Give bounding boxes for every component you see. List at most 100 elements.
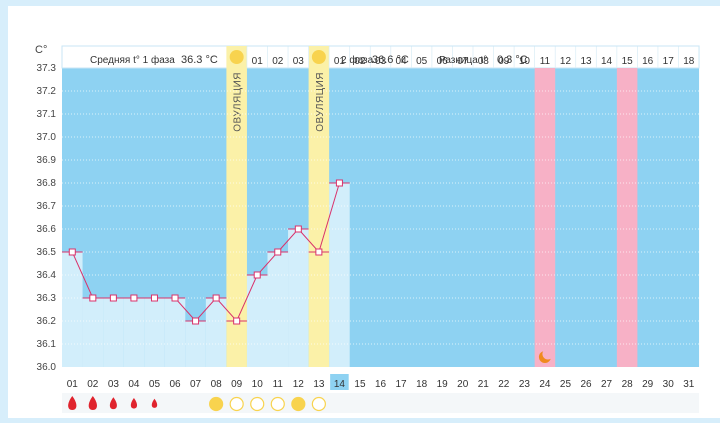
x-tick-label: 08 <box>211 379 223 390</box>
phase1-summary: Средняя t° 1 фаза 36.3 °C <box>90 54 218 66</box>
sun-icon <box>229 50 244 64</box>
y-tick-label: 37.0 <box>37 132 57 143</box>
x-tick-label: 01 <box>67 379 79 390</box>
temp-bar-04 <box>123 298 145 367</box>
phase-day-counter: 14 <box>601 56 613 67</box>
x-tick-label: 22 <box>498 379 510 390</box>
empty-circle-icon <box>311 396 326 412</box>
x-tick-label: 14 <box>334 379 346 390</box>
phase1-label: Средняя t° 1 фаза <box>90 54 175 66</box>
blood-drop-icon <box>151 398 158 408</box>
phase-day-counter: 04 <box>396 56 408 67</box>
phase-day-counter: 13 <box>580 56 592 67</box>
x-tick-label: 20 <box>457 379 469 390</box>
temp-point-07 <box>192 317 200 325</box>
phase-day-counter: 15 <box>622 56 634 67</box>
phase-day-counter: 02 <box>354 56 366 67</box>
blood-drop-icon <box>68 396 77 410</box>
y-unit-label: C° <box>35 44 47 56</box>
phase-day-counter: 11 <box>540 56 551 67</box>
temp-bar-11 <box>267 252 289 367</box>
temp-point-10 <box>253 271 261 279</box>
temp-point-05 <box>150 294 158 302</box>
phase-day-counter: 08 <box>478 56 490 67</box>
phase2-value: 36.6 °C <box>372 54 409 66</box>
x-tick-label: 24 <box>539 379 551 390</box>
temp-point-03 <box>109 294 117 302</box>
x-tick-label: 13 <box>313 379 325 390</box>
ovulation-label: ОВУЛЯЦИЯ <box>233 72 244 132</box>
empty-circle-icon <box>270 396 285 412</box>
plot-area: ОВУЛЯЦИЯ ОВУЛЯЦИЯ 01 02 03 01 02 03 04 05 06 07 08 09… <box>37 45 700 373</box>
phase-day-counter: 17 <box>663 56 675 67</box>
x-tick-label: 16 <box>375 379 387 390</box>
x-tick-label: 26 <box>580 379 592 390</box>
phase-day-counter: 16 <box>642 56 654 67</box>
x-tick-label: 23 <box>519 379 531 390</box>
phase-day-counter: 01 <box>252 56 264 67</box>
phase-day-counter: 01 <box>334 56 346 67</box>
header-strip <box>61 45 700 69</box>
empty-circle-icon <box>250 396 265 412</box>
y-tick-label: 36.7 <box>37 201 57 212</box>
temp-point-02 <box>89 294 97 302</box>
temp-bar-08 <box>205 298 227 367</box>
x-tick-label: 30 <box>663 379 675 390</box>
temp-point-13 <box>315 248 323 256</box>
y-tick-label: 36.2 <box>37 316 57 327</box>
phase-day-counter: 03 <box>375 56 387 67</box>
x-tick-label: 10 <box>252 379 264 390</box>
x-tick-label: 02 <box>87 379 99 390</box>
x-tick-label: 09 <box>231 379 243 390</box>
filled-circle-icon <box>209 396 224 412</box>
phase-day-counter: 07 <box>457 56 469 67</box>
sun-icon <box>311 50 326 64</box>
temp-bar-01 <box>62 252 83 367</box>
x-tick-label: 07 <box>190 379 202 390</box>
temp-point-01 <box>68 248 76 256</box>
phase-day-counter: 18 <box>683 56 695 67</box>
temp-point-08 <box>212 294 220 302</box>
temp-bar-03 <box>103 298 124 367</box>
x-tick-label: 27 <box>601 379 613 390</box>
diff-value: 0.3 °C <box>497 54 528 66</box>
y-tick-label: 36.9 <box>37 155 57 166</box>
diff-label: Разница t° <box>439 55 487 66</box>
ovulation-column-09 <box>226 46 247 367</box>
y-tick-label: 36.4 <box>37 270 57 281</box>
temp-bar-02 <box>82 298 104 367</box>
y-tick-label: 36.5 <box>37 247 57 258</box>
x-tick-label: 21 <box>478 379 490 390</box>
y-tick-label: 37.3 <box>37 63 57 74</box>
temp-bar-12 <box>288 229 309 367</box>
phase-day-counter: 12 <box>560 56 572 67</box>
ovulation-label: ОВУЛЯЦИЯ <box>315 72 326 132</box>
y-tick-label: 36.1 <box>37 339 57 350</box>
x-tick-label: 31 <box>683 379 695 390</box>
phase2-summary: 2 фаза 36.6 °C Разница t° 0.3 °C <box>341 54 528 66</box>
phase1-value: 36.3 °C <box>181 54 218 66</box>
highlight-column-28 <box>616 68 638 367</box>
temp-point-11 <box>274 248 282 256</box>
temp-point-09 <box>233 317 241 325</box>
blood-drop-icon <box>109 397 117 410</box>
x-tick-label: 15 <box>354 379 366 390</box>
x-tick-label: 04 <box>128 379 140 390</box>
phase-day-counter: 10 <box>519 56 531 67</box>
marker-row <box>62 393 700 413</box>
filled-circle-icon <box>291 396 306 412</box>
empty-circle-icon <box>229 396 244 412</box>
x-tick-label: 12 <box>293 379 305 390</box>
temp-bar-05 <box>144 298 165 367</box>
x-tick-label: 11 <box>273 379 284 390</box>
x-tick-label: 17 <box>396 379 408 390</box>
x-tick-label: 25 <box>560 379 572 390</box>
current-day-marker <box>330 374 349 390</box>
x-tick-label: 29 <box>642 379 654 390</box>
highlight-column-24 <box>534 68 556 367</box>
temp-point-12 <box>294 225 302 233</box>
moon-icon-cutout <box>542 348 554 360</box>
temp-point-06 <box>171 294 179 302</box>
x-tick-label: 05 <box>149 379 161 390</box>
